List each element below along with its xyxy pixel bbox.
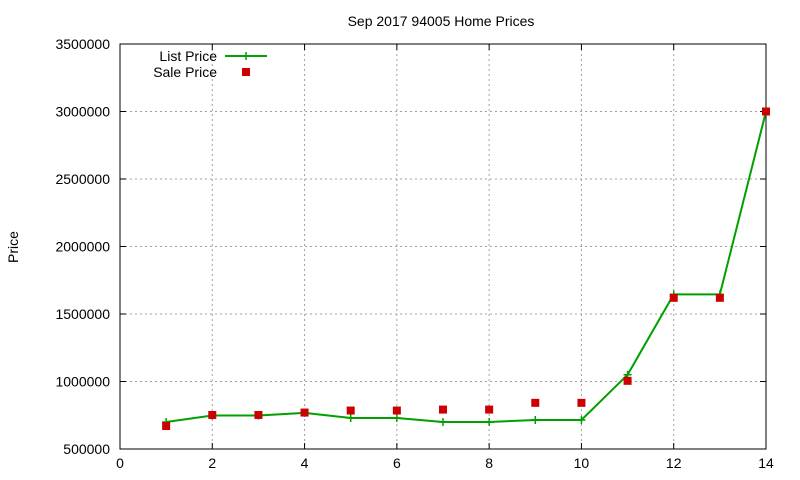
x-tick-label: 8 bbox=[485, 455, 493, 471]
sale-price-point bbox=[392, 406, 401, 415]
list-price-point bbox=[439, 418, 447, 426]
sale-price-point bbox=[623, 376, 632, 385]
sale-price-point bbox=[208, 410, 217, 419]
sale-price-point bbox=[669, 293, 678, 302]
list-price-point bbox=[531, 415, 540, 424]
sale-price-point bbox=[346, 406, 355, 415]
x-tick-label: 0 bbox=[116, 455, 124, 471]
list-price-point bbox=[485, 418, 494, 426]
chart-title: Sep 2017 94005 Home Prices bbox=[348, 13, 535, 29]
list-price-line bbox=[166, 111, 767, 423]
list-price-point bbox=[577, 415, 586, 424]
series-sale-price bbox=[162, 107, 770, 431]
x-tick-label: 2 bbox=[208, 455, 216, 471]
x-tick-label: 6 bbox=[393, 455, 401, 471]
sale-price-point bbox=[577, 398, 586, 407]
legend-label: List Price bbox=[159, 48, 217, 64]
plot-frame bbox=[119, 43, 767, 450]
sale-price-point bbox=[162, 422, 171, 431]
y-tick-label: 500000 bbox=[63, 441, 110, 457]
series-layer bbox=[162, 107, 770, 431]
legend-plus-swatch bbox=[242, 52, 250, 60]
legend-square-swatch bbox=[242, 68, 250, 76]
sale-price-point bbox=[254, 410, 263, 419]
y-tick-label: 3000000 bbox=[55, 104, 110, 120]
y-tick-label: 1500000 bbox=[55, 306, 110, 322]
sale-price-point bbox=[531, 398, 540, 407]
x-tick-label: 14 bbox=[758, 455, 774, 471]
legend-label: Sale Price bbox=[153, 64, 217, 80]
sale-price-point bbox=[715, 293, 724, 302]
y-axis-label: Price bbox=[5, 231, 21, 263]
sale-price-point bbox=[439, 405, 447, 414]
grid bbox=[120, 44, 766, 449]
list-price-point bbox=[346, 413, 355, 422]
y-tick-label: 2500000 bbox=[55, 171, 110, 187]
series-list-price bbox=[162, 107, 770, 426]
y-tick-label: 1000000 bbox=[55, 374, 110, 390]
y-tick-label: 3500000 bbox=[55, 36, 110, 52]
y-tick-label: 2000000 bbox=[55, 239, 110, 255]
x-tick-label: 12 bbox=[666, 455, 682, 471]
list-price-point bbox=[392, 413, 401, 422]
x-tick-label: 10 bbox=[574, 455, 590, 471]
axis-ticks: 0 2 4 6 8 10 12 14 500000 1000000 1500000 2000000 25… bbox=[55, 36, 774, 471]
sale-price-point bbox=[485, 405, 494, 414]
sale-price-point bbox=[300, 408, 309, 417]
sale-price-point bbox=[762, 107, 770, 116]
x-tick-label: 4 bbox=[301, 455, 309, 471]
